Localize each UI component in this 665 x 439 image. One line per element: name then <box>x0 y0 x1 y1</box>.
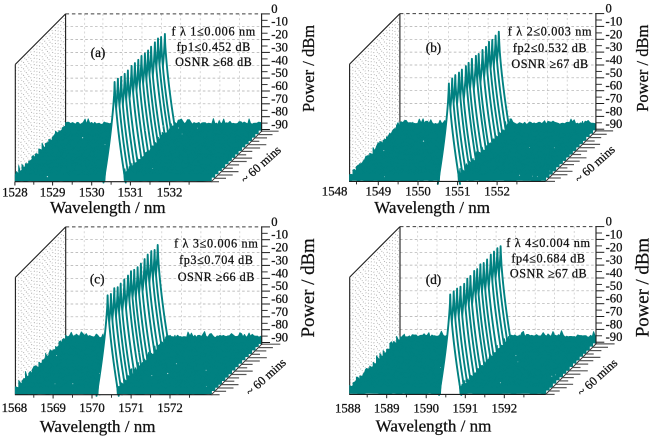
svg-text:~ 60 mins: ~ 60 mins <box>574 356 620 399</box>
svg-text:OSNR ≥67 dB: OSNR ≥67 dB <box>511 57 588 71</box>
svg-text:-80: -80 <box>271 105 288 119</box>
svg-text:(b): (b) <box>426 40 441 55</box>
svg-text:(a): (a) <box>91 45 106 60</box>
svg-text:-30: -30 <box>271 40 288 54</box>
svg-text:1568: 1568 <box>2 401 28 415</box>
svg-text:-40: -40 <box>606 266 623 280</box>
svg-text:-40: -40 <box>606 53 623 67</box>
svg-text:f λ 4≤0.004 nm: f λ 4≤0.004 nm <box>506 236 590 250</box>
svg-text:-10: -10 <box>271 228 288 242</box>
svg-text:OSNR ≥66 dB: OSNR ≥66 dB <box>178 270 255 284</box>
svg-text:-10: -10 <box>606 227 623 241</box>
svg-text:1532: 1532 <box>157 185 183 199</box>
svg-text:1570: 1570 <box>79 401 105 415</box>
svg-text:fp2≤0.532 dB: fp2≤0.532 dB <box>513 41 587 55</box>
svg-text:-80: -80 <box>606 104 623 118</box>
svg-text:-30: -30 <box>606 40 623 54</box>
svg-text:f λ 1≤0.006 nm: f λ 1≤0.006 nm <box>171 25 255 39</box>
svg-text:-30: -30 <box>606 253 623 267</box>
svg-text:Wavelength / nm: Wavelength / nm <box>376 417 492 436</box>
svg-text:1528: 1528 <box>2 185 28 199</box>
svg-text:1589: 1589 <box>374 402 400 416</box>
svg-text:fp1≤0.452 dB: fp1≤0.452 dB <box>177 40 251 54</box>
svg-text:Wavelength / nm: Wavelength / nm <box>40 417 156 436</box>
svg-text:1588: 1588 <box>335 402 361 416</box>
svg-text:Wavelength / nm: Wavelength / nm <box>50 198 166 217</box>
svg-text:-10: -10 <box>606 14 623 28</box>
svg-text:fp4≤0.684 dB: fp4≤0.684 dB <box>511 251 585 265</box>
svg-text:~ 60 mins: ~ 60 mins <box>243 355 289 398</box>
svg-text:-70: -70 <box>271 92 288 106</box>
svg-text:Power / dBm: Power / dBm <box>299 25 318 112</box>
svg-text:-50: -50 <box>606 66 623 80</box>
svg-text:-50: -50 <box>271 66 288 80</box>
svg-text:-90: -90 <box>606 330 623 344</box>
svg-text:-80: -80 <box>606 317 623 331</box>
svg-text:1552: 1552 <box>484 184 510 198</box>
svg-text:(d): (d) <box>426 272 441 287</box>
svg-text:0: 0 <box>606 2 612 16</box>
svg-text:-40: -40 <box>271 266 288 280</box>
svg-text:Power / dBm: Power / dBm <box>633 24 652 111</box>
svg-text:0: 0 <box>271 2 277 16</box>
svg-text:1550: 1550 <box>405 184 431 198</box>
svg-text:1569: 1569 <box>40 401 66 415</box>
svg-text:1529: 1529 <box>40 185 66 199</box>
svg-text:-60: -60 <box>606 292 623 306</box>
svg-text:OSNR ≥68 dB: OSNR ≥68 dB <box>175 55 252 69</box>
svg-text:-70: -70 <box>606 305 623 319</box>
svg-text:f λ 2≤0.003 nm: f λ 2≤0.003 nm <box>508 25 592 39</box>
svg-text:1592: 1592 <box>492 402 518 416</box>
svg-text:1590: 1590 <box>413 402 439 416</box>
svg-text:-50: -50 <box>271 279 288 293</box>
svg-text:1572: 1572 <box>157 401 183 415</box>
svg-text:-70: -70 <box>271 305 288 319</box>
svg-text:1591: 1591 <box>453 402 479 416</box>
svg-text:-20: -20 <box>271 28 288 42</box>
svg-text:1551: 1551 <box>445 184 471 198</box>
svg-text:-90: -90 <box>606 117 623 131</box>
svg-text:-20: -20 <box>606 240 623 254</box>
svg-text:-80: -80 <box>271 318 288 332</box>
svg-text:0: 0 <box>271 215 277 229</box>
svg-text:-10: -10 <box>271 15 288 29</box>
svg-text:(c): (c) <box>90 271 105 286</box>
svg-text:-30: -30 <box>271 253 288 267</box>
svg-text:Power / dBm: Power / dBm <box>632 238 653 338</box>
svg-text:1549: 1549 <box>366 184 392 198</box>
svg-text:f λ 3≤0.006 nm: f λ 3≤0.006 nm <box>174 236 258 250</box>
svg-text:Wavelength / nm: Wavelength / nm <box>374 198 490 217</box>
svg-text:~ 60 mins: ~ 60 mins <box>572 142 618 185</box>
svg-text:-40: -40 <box>271 53 288 67</box>
svg-text:0: 0 <box>606 215 612 229</box>
svg-text:-60: -60 <box>271 79 288 93</box>
svg-text:OSNR ≥67 dB: OSNR ≥67 dB <box>510 267 587 281</box>
svg-text:-70: -70 <box>606 92 623 106</box>
svg-text:-20: -20 <box>606 27 623 41</box>
svg-text:-90: -90 <box>271 331 288 345</box>
svg-text:Power / dBm: Power / dBm <box>298 238 319 338</box>
svg-text:1548: 1548 <box>322 184 348 198</box>
svg-text:-20: -20 <box>271 241 288 255</box>
svg-text:-50: -50 <box>606 279 623 293</box>
svg-text:-60: -60 <box>606 79 623 93</box>
svg-text:1571: 1571 <box>118 401 144 415</box>
svg-text:-60: -60 <box>271 292 288 306</box>
svg-text:-90: -90 <box>271 118 288 132</box>
svg-text:~ 60 mins: ~ 60 mins <box>238 143 284 186</box>
svg-text:1531: 1531 <box>118 185 144 199</box>
svg-text:fp3≤0.704 dB: fp3≤0.704 dB <box>179 253 253 267</box>
svg-text:1530: 1530 <box>79 185 105 199</box>
